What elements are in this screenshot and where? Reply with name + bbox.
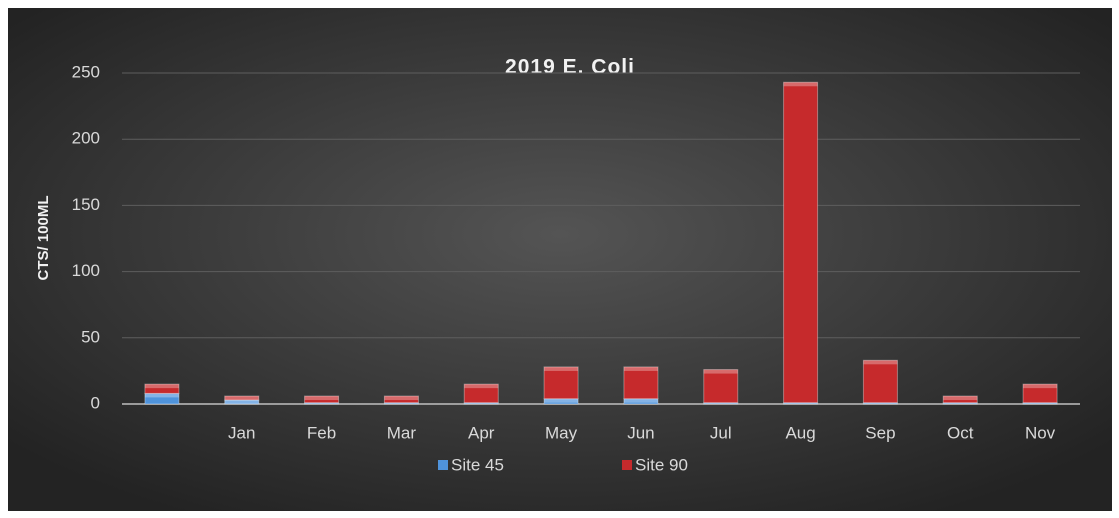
bar-highlight (863, 402, 898, 404)
legend-swatch (438, 460, 448, 470)
y-tick-label: 0 (91, 393, 100, 412)
bar-segment (703, 369, 739, 404)
bar-highlight (1023, 384, 1058, 389)
y-tick-label: 250 (72, 62, 100, 81)
bar-segment (543, 366, 579, 400)
chart-title: 2019 E. Coli (505, 56, 635, 79)
bar-segment (144, 383, 180, 394)
bar-highlight (464, 384, 499, 389)
bar-highlight (943, 402, 978, 404)
x-tick-label: Apr (468, 423, 495, 442)
bar-highlight (623, 366, 658, 371)
bar-highlight (224, 400, 259, 404)
bar-segment (623, 366, 659, 400)
x-tick-label: Feb (307, 423, 336, 442)
x-tick-label: May (545, 423, 578, 442)
x-tick-label: Mar (387, 423, 417, 442)
x-tick-label: Jul (710, 423, 732, 442)
bar-highlight (384, 396, 419, 401)
bar-highlight (703, 369, 738, 374)
x-tick-label: Aug (785, 423, 815, 442)
bar-highlight (783, 82, 818, 87)
x-tick-label: Nov (1025, 423, 1056, 442)
bar-highlight (943, 396, 978, 401)
bar-highlight (144, 393, 179, 398)
bar-segment (1022, 383, 1058, 404)
y-axis-label: CTS/ 100ML (35, 195, 52, 280)
x-tick-label: Jan (228, 423, 255, 442)
bar-highlight (1023, 402, 1058, 404)
y-tick-label: 50 (81, 327, 100, 346)
bar-highlight (783, 402, 818, 404)
bar-highlight (304, 396, 339, 401)
x-tick-label: Oct (947, 423, 974, 442)
legend-label: Site 45 (451, 455, 504, 474)
bar-highlight (544, 366, 579, 371)
y-tick-label: 100 (72, 261, 100, 280)
bar-highlight (384, 402, 419, 404)
legend-label: Site 90 (635, 455, 688, 474)
bar-segment (862, 359, 898, 404)
bar-highlight (224, 396, 259, 401)
bar-segment (942, 395, 978, 404)
y-tick-label: 150 (72, 195, 100, 214)
bar-highlight (863, 360, 898, 365)
bar-segment (304, 395, 340, 404)
bar-highlight (464, 402, 499, 404)
bar-segment (224, 395, 260, 401)
chart-background (8, 8, 1112, 511)
bar-highlight (144, 384, 179, 389)
bar-segment (383, 395, 419, 404)
bar-segment (463, 383, 499, 404)
bar-highlight (623, 398, 658, 403)
y-tick-label: 200 (72, 129, 100, 148)
x-tick-label: Jun (627, 423, 654, 442)
bar-segment (783, 81, 819, 404)
bar-highlight (703, 402, 738, 404)
x-tick-label: Sep (865, 423, 895, 442)
bar-segment (224, 399, 260, 405)
bar-highlight (544, 398, 579, 403)
bar-highlight (304, 402, 339, 404)
legend-swatch (622, 460, 632, 470)
